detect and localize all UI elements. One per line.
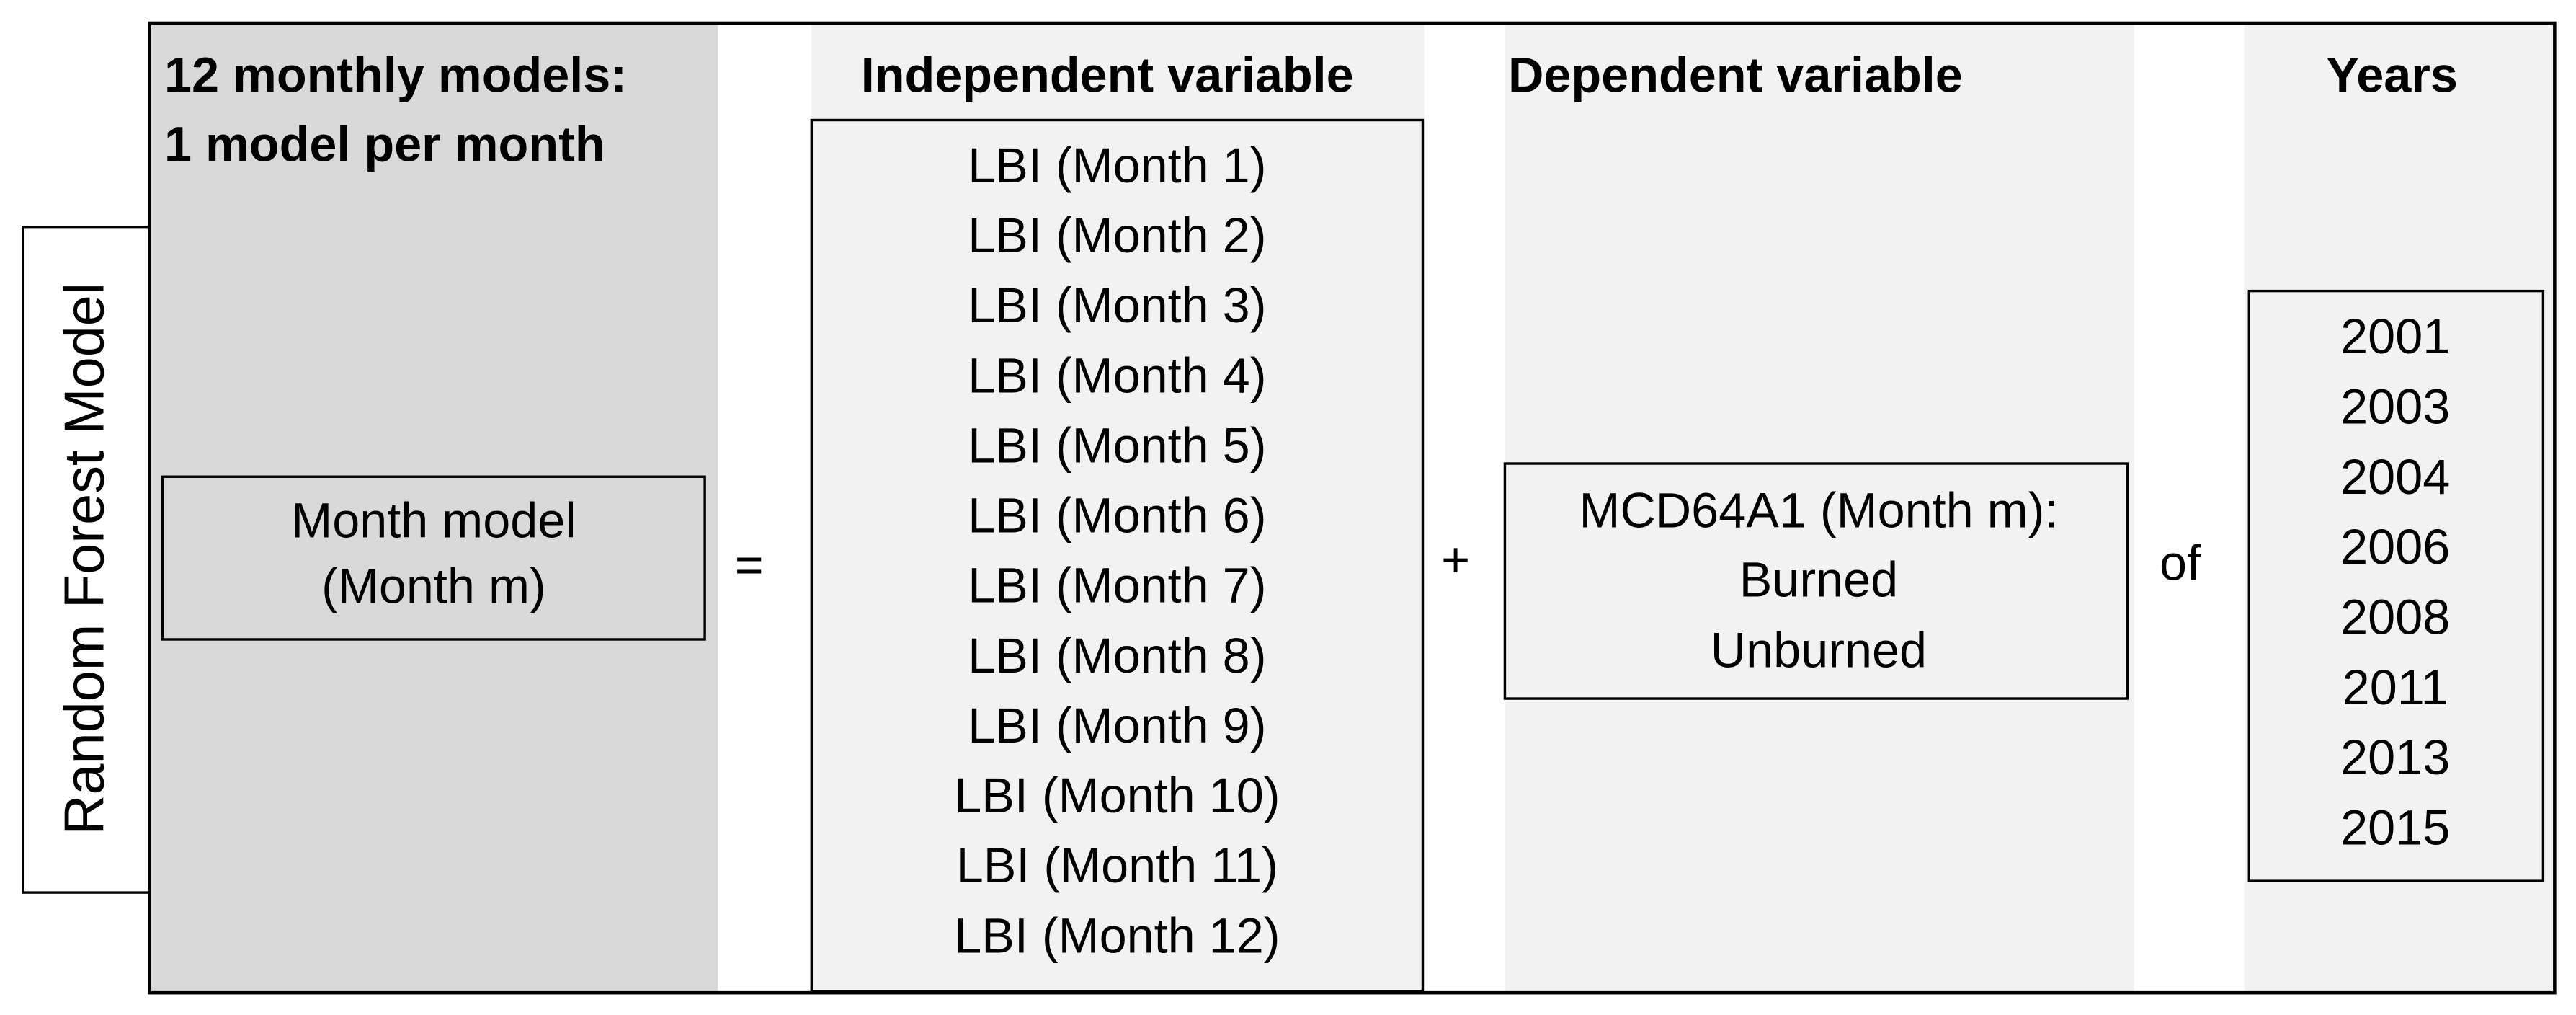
side-label: Random Forest Model xyxy=(54,283,116,836)
year-item: 2013 xyxy=(2340,730,2450,785)
model-box xyxy=(161,475,706,641)
year-item: 2003 xyxy=(2340,379,2450,434)
year-item: 2011 xyxy=(2343,660,2448,715)
box-text: MCD64A1 (Month m): xyxy=(1579,484,2058,538)
box-text: Burned xyxy=(1739,553,1898,608)
year-item: 2001 xyxy=(2340,309,2450,364)
variable-item: LBI (Month 3) xyxy=(968,278,1266,333)
operator: of xyxy=(2160,536,2201,591)
column-title: Independent variable xyxy=(861,48,1354,103)
box-text: Unburned xyxy=(1711,624,1927,678)
dependent-box xyxy=(1503,462,2129,700)
box-text: Month model xyxy=(291,493,576,548)
variable-item: LBI (Month 7) xyxy=(968,559,1266,613)
variable-item: LBI (Month 5) xyxy=(968,418,1266,473)
column-title: 1 model per month xyxy=(164,117,605,172)
variable-item: LBI (Month 2) xyxy=(968,208,1266,263)
year-item: 2004 xyxy=(2340,450,2450,505)
variable-item: LBI (Month 10) xyxy=(954,768,1280,823)
column-title: Years xyxy=(2326,48,2458,103)
variable-item: LBI (Month 8) xyxy=(968,629,1266,683)
variable-item: LBI (Month 9) xyxy=(968,699,1266,753)
independent-box xyxy=(810,118,1425,993)
year-item: 2008 xyxy=(2340,590,2450,644)
operator: + xyxy=(1441,533,1470,588)
variable-item: LBI (Month 1) xyxy=(968,138,1266,193)
variable-item: LBI (Month 4) xyxy=(968,348,1266,403)
side-label-box xyxy=(22,225,151,894)
years-box xyxy=(2247,289,2545,882)
year-item: 2006 xyxy=(2340,520,2450,575)
column-title: Dependent variable xyxy=(1508,48,1963,103)
column-title: 12 monthly models: xyxy=(164,48,627,103)
variable-item: LBI (Month 6) xyxy=(968,489,1266,544)
box-text: (Month m) xyxy=(321,559,546,614)
independent-list: LBI (Month 1) LBI (Month 2) LBI (Month 3) L… xyxy=(954,138,1280,963)
variable-item: LBI (Month 11) xyxy=(956,838,1278,893)
variable-item: LBI (Month 12) xyxy=(954,908,1280,963)
operator: = xyxy=(735,538,764,593)
years-list: 2001 2003 2004 2006 2008 2011 2013 2015 xyxy=(2340,309,2450,855)
year-item: 2015 xyxy=(2340,801,2450,856)
